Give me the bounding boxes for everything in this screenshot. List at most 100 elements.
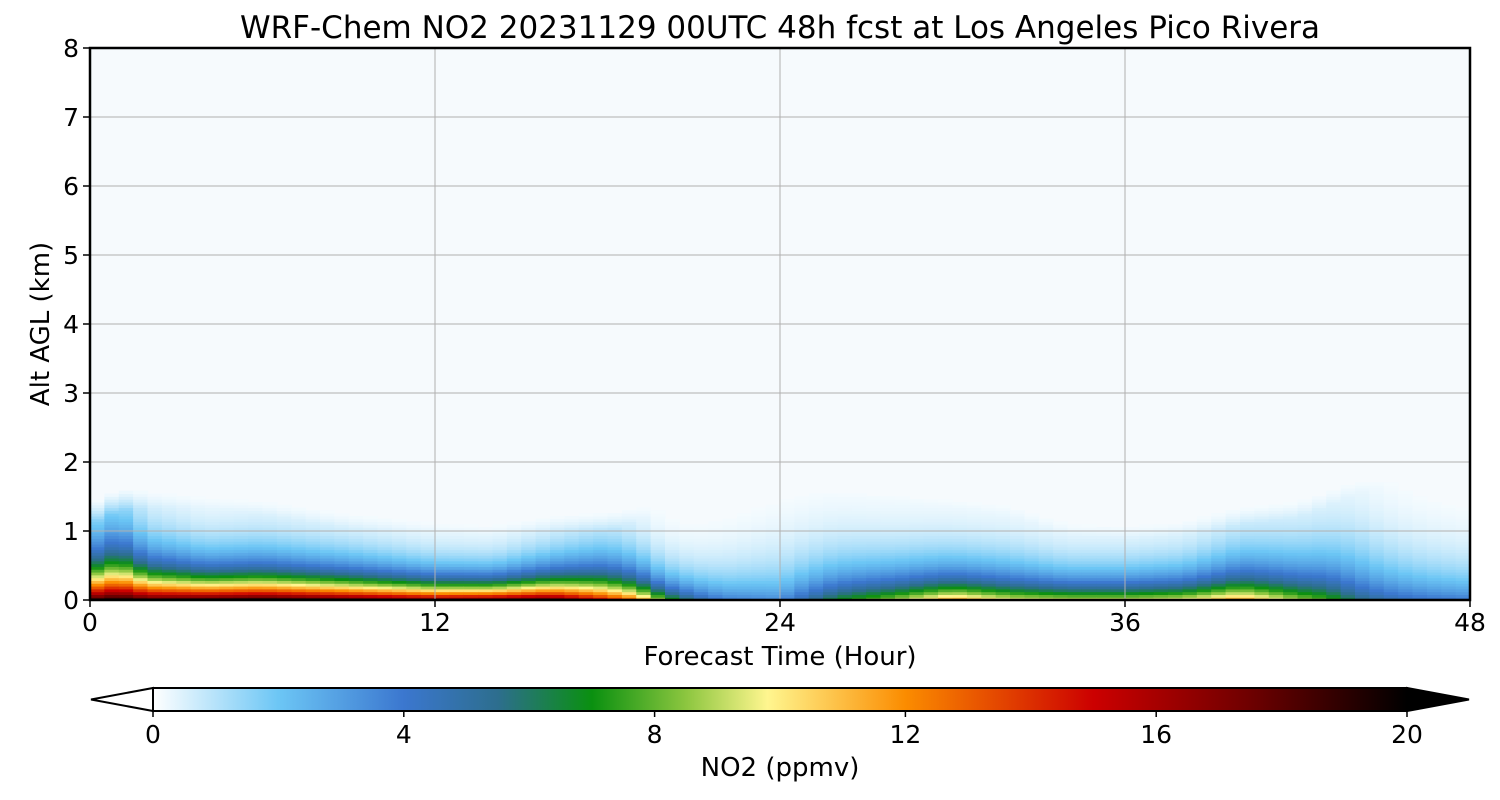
heatmap-cell [794, 571, 810, 576]
heatmap-cell [1053, 521, 1069, 525]
heatmap-cell [233, 557, 249, 562]
heatmap-cell [1110, 577, 1126, 581]
heatmap-cell [506, 574, 522, 579]
heatmap-cell [837, 557, 853, 562]
heatmap-cell [751, 529, 767, 534]
heatmap-cell [1053, 552, 1069, 556]
heatmap-cell [1053, 591, 1069, 595]
heatmap-cell [1412, 541, 1428, 545]
heatmap-cell [133, 566, 149, 570]
heatmap-cell [118, 569, 134, 573]
heatmap-cell [463, 552, 479, 556]
heatmap-cell [1398, 552, 1414, 556]
heatmap-cell [851, 577, 867, 581]
heatmap-cell [233, 515, 249, 520]
heatmap-cell [823, 529, 839, 534]
heatmap-cell [1110, 571, 1126, 576]
heatmap-cell [535, 560, 551, 565]
heatmap-cell [866, 538, 882, 542]
heatmap-cell [851, 557, 867, 562]
heatmap-cell [1125, 597, 1140, 600]
heatmap-cell [693, 549, 709, 553]
heatmap-cell [564, 555, 580, 559]
heatmap-cell [161, 532, 177, 537]
heatmap-cell [736, 521, 752, 525]
heatmap-cell [1240, 518, 1255, 523]
heatmap-cell [478, 543, 494, 548]
heatmap-cell [1053, 574, 1069, 579]
heatmap-cell [1038, 585, 1054, 590]
heatmap-cell [1211, 571, 1227, 576]
heatmap-cell [1455, 518, 1470, 523]
heatmap-cell [866, 507, 882, 511]
heatmap-cell [808, 569, 824, 573]
heatmap-cell [90, 591, 105, 595]
heatmap-cell [147, 585, 163, 590]
heatmap-cell [736, 588, 752, 593]
heatmap-cell [765, 552, 781, 556]
heatmap-cell [751, 583, 767, 587]
heatmap-cell [1297, 566, 1313, 570]
heatmap-cell [377, 538, 393, 542]
heatmap-cell [1067, 538, 1083, 542]
heatmap-cell [104, 499, 120, 503]
heatmap-cell [363, 546, 379, 551]
heatmap-cell [1398, 518, 1414, 523]
heatmap-cell [909, 504, 925, 509]
heatmap-cell [1196, 541, 1212, 545]
heatmap-cell [578, 591, 594, 595]
heatmap-cell [851, 546, 867, 551]
heatmap-cell [765, 524, 781, 528]
heatmap-cell [837, 493, 853, 497]
heatmap-cell [219, 529, 235, 534]
heatmap-cell [1398, 493, 1414, 497]
heatmap-cell [1240, 597, 1255, 600]
colorbar-over-arrow [1406, 686, 1470, 713]
heatmap-cell [1067, 594, 1083, 598]
heatmap-cell [1053, 543, 1069, 548]
heatmap-cell [1010, 566, 1025, 570]
heatmap-cell [895, 583, 910, 587]
heatmap-cell [765, 510, 781, 514]
heatmap-cell [1125, 563, 1140, 567]
heatmap-cell [607, 571, 623, 576]
heatmap-cell [808, 510, 824, 514]
heatmap-cell [938, 543, 954, 548]
heatmap-cell [880, 594, 896, 598]
heatmap-cell [938, 501, 954, 506]
heatmap-cell [1240, 546, 1255, 551]
heatmap-cell [147, 543, 163, 548]
heatmap-cell [823, 585, 839, 590]
heatmap-cell [679, 541, 695, 545]
heatmap-cell [248, 535, 264, 539]
heatmap-cell [219, 563, 235, 567]
heatmap-cell [190, 529, 206, 534]
heatmap-cell [1441, 538, 1457, 542]
heatmap-cell [492, 560, 508, 565]
heatmap-cell [780, 529, 795, 534]
heatmap-cell [276, 507, 292, 511]
heatmap-cell [636, 507, 652, 511]
heatmap-cell [636, 560, 652, 565]
heatmap-cell [1326, 583, 1342, 587]
heatmap-cell [1081, 563, 1097, 567]
heatmap-cell [478, 555, 494, 559]
heatmap-cell [952, 560, 968, 565]
heatmap-cell [133, 507, 149, 511]
heatmap-cell [1240, 513, 1255, 517]
heatmap-cell [808, 591, 824, 595]
heatmap-cell [276, 513, 292, 517]
heatmap-cell [823, 574, 839, 579]
heatmap-cell [823, 597, 839, 600]
heatmap-cell [478, 577, 494, 581]
heatmap-cell [679, 580, 695, 584]
heatmap-cell [205, 566, 220, 570]
heatmap-cell [133, 594, 149, 598]
heatmap-cell [909, 543, 925, 548]
heatmap-cell [1383, 549, 1399, 553]
heatmap-cell [693, 585, 709, 590]
heatmap-cell [133, 515, 149, 520]
heatmap-cell [104, 541, 120, 545]
heatmap-cell [363, 549, 379, 553]
heatmap-cell [176, 535, 192, 539]
